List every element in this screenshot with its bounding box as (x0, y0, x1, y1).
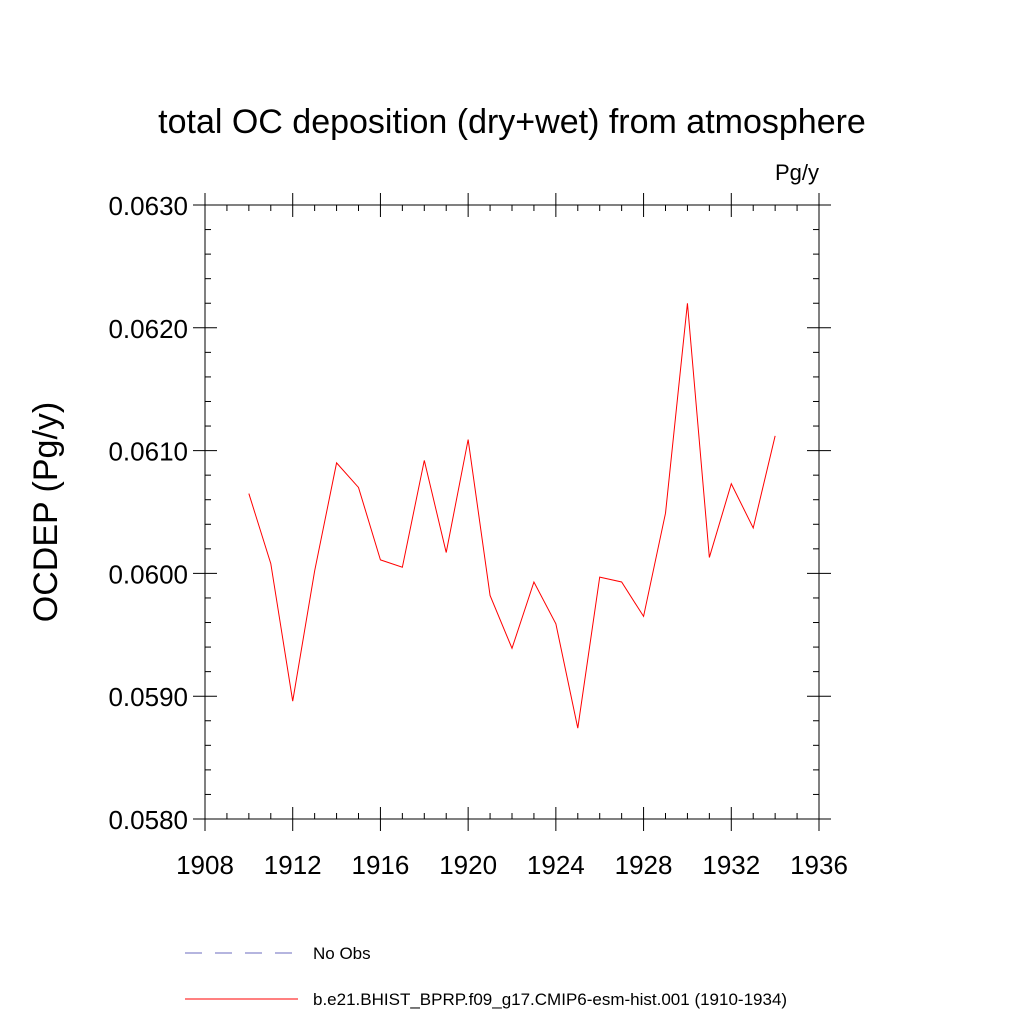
y-axis-label: OCDEP (Pg/y) (27, 402, 65, 622)
y-tick-label: 0.0620 (108, 314, 188, 344)
x-tick-label: 1916 (352, 850, 410, 880)
x-tick-label: 1936 (790, 850, 848, 880)
y-tick-label: 0.0580 (108, 805, 188, 835)
units-label: Pg/y (775, 160, 819, 185)
y-tick-label: 0.0630 (108, 191, 188, 221)
legend: No Obs b.e21.BHIST_BPRP.f09_g17.CMIP6-es… (185, 944, 787, 1009)
x-tick-label: 1924 (527, 850, 585, 880)
legend-label-no-obs: No Obs (313, 944, 371, 963)
y-ticks: 0.0580 0.0590 0.0600 0.0610 0.0620 0.0630 (108, 191, 831, 835)
plot-frame (204, 204, 820, 820)
x-tick-label: 1928 (615, 850, 673, 880)
series-layer (248, 303, 776, 729)
x-tick-label: 1932 (702, 850, 760, 880)
x-tick-label: 1908 (176, 850, 234, 880)
y-tick-label: 0.0600 (108, 559, 188, 589)
x-tick-label: 1920 (439, 850, 497, 880)
series-line-1 (248, 303, 776, 729)
chart-title: total OC deposition (dry+wet) from atmos… (158, 103, 866, 141)
y-tick-label: 0.0590 (108, 682, 188, 712)
legend-label-model-run: b.e21.BHIST_BPRP.f09_g17.CMIP6-esm-hist.… (313, 990, 787, 1009)
y-tick-label: 0.0610 (108, 437, 188, 467)
x-tick-label: 1912 (264, 850, 322, 880)
x-ticks: 1908 1912 1916 1920 1924 1928 1932 1936 (176, 193, 848, 880)
